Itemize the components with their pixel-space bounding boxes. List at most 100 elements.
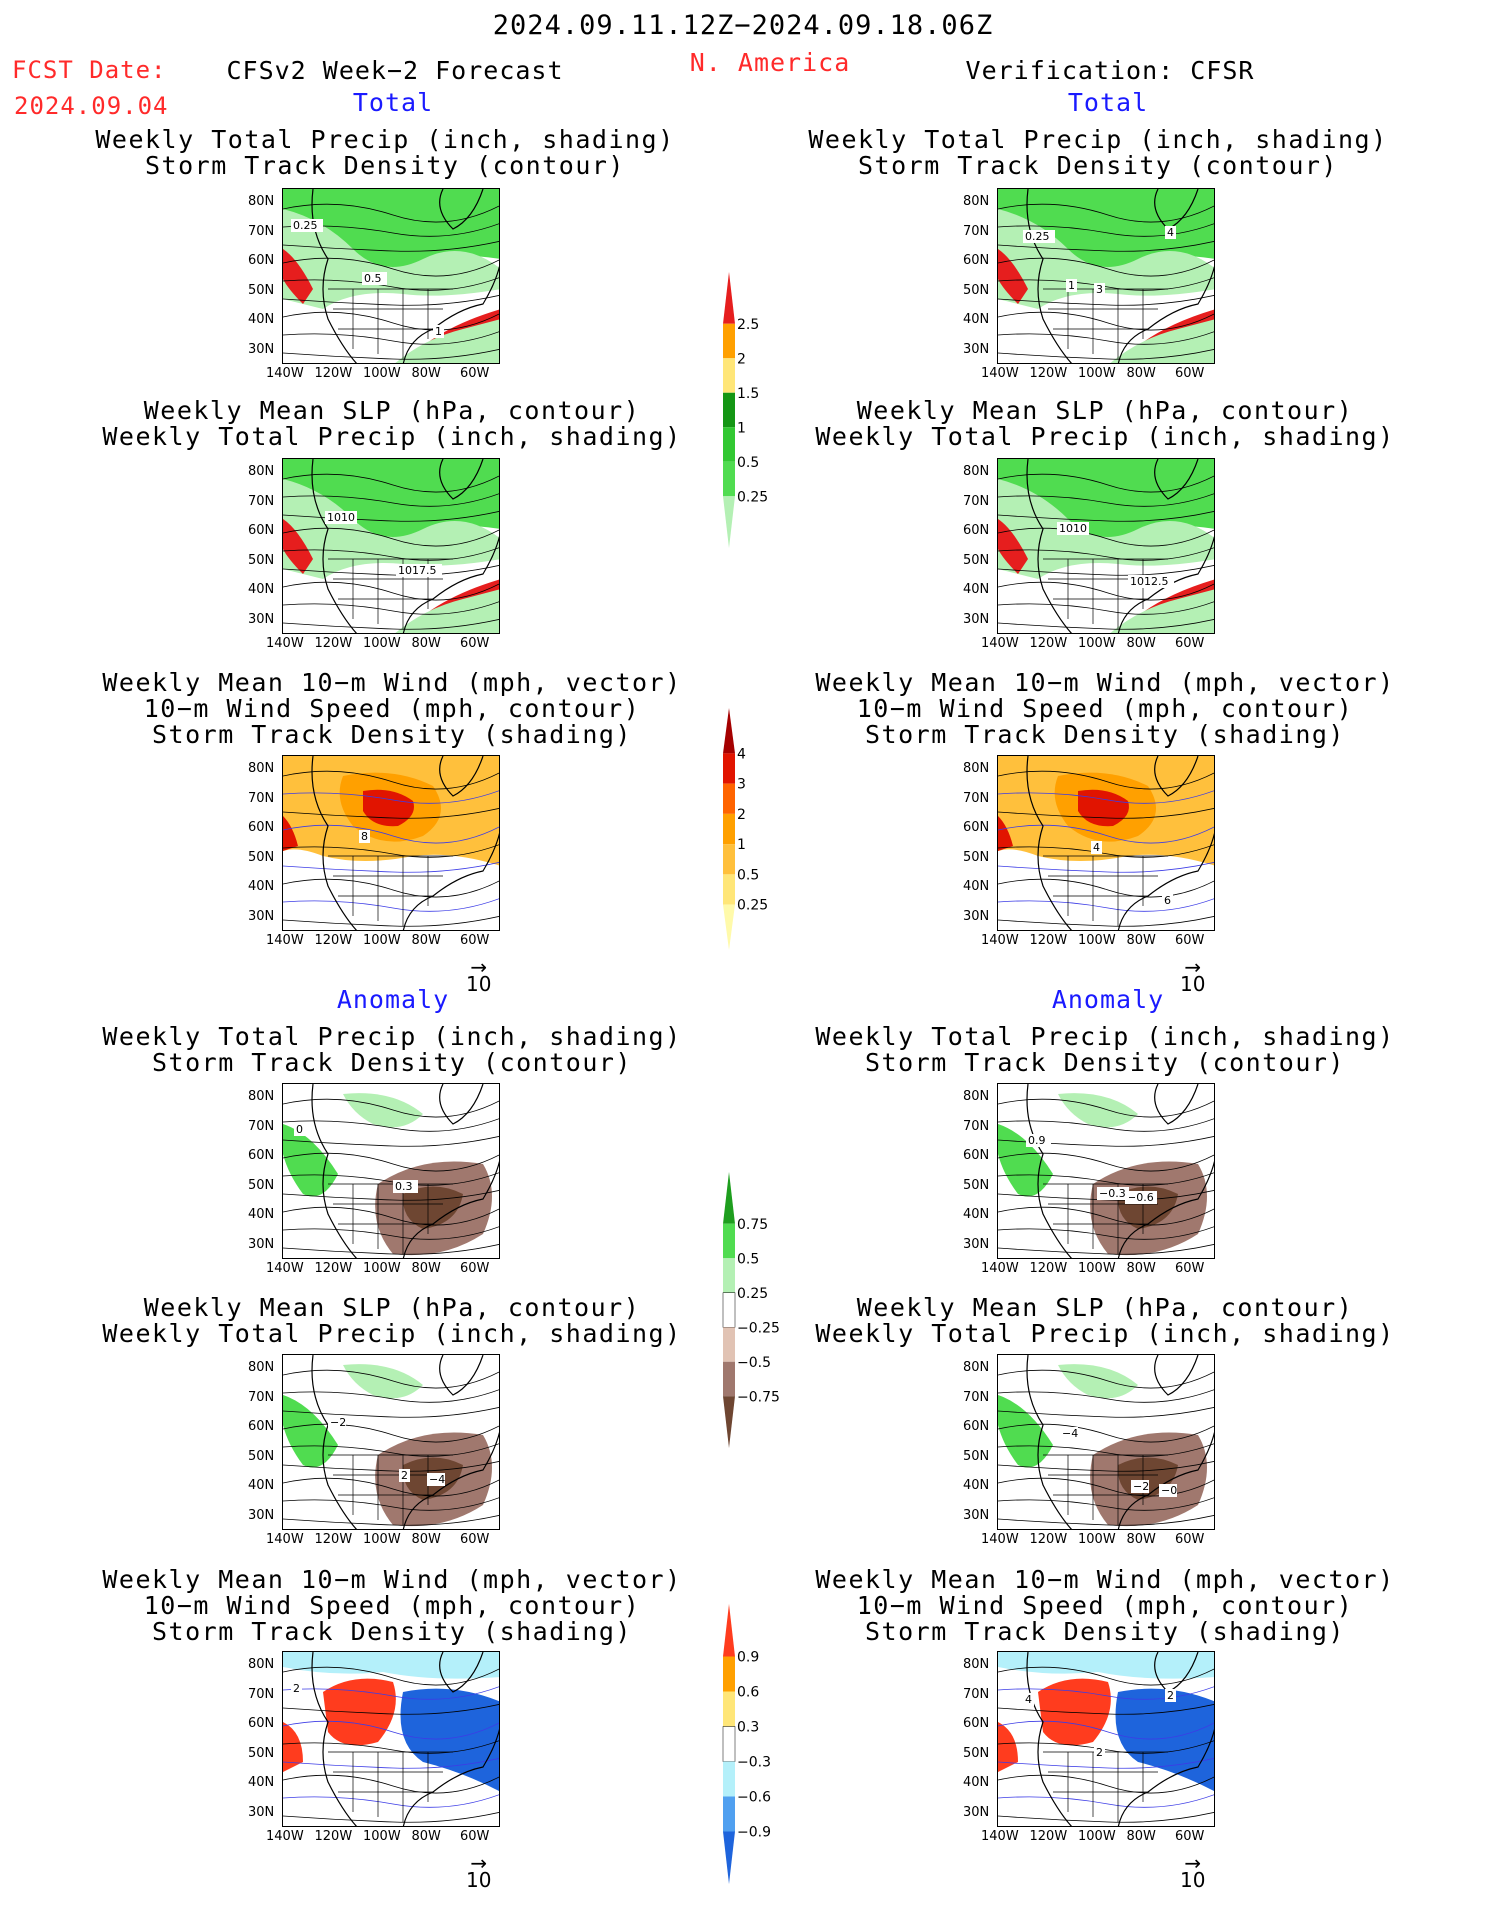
shaded-region [998,249,1028,304]
lat-tick-label: 60N [248,253,275,268]
shaded-region [1110,319,1214,363]
contour-line [283,844,499,858]
lat-tick-label: 40N [248,1207,275,1222]
lon-tick-label: 140W [981,366,1019,381]
panel-title: Weekly Mean SLP (hPa, contour) Weekly To… [102,1295,681,1347]
svg-text:2: 2 [1167,1689,1174,1702]
map-graphic: 8 [283,756,499,930]
colorbar-label: 0.5 [737,455,759,471]
coastline [311,1355,499,1529]
lat-tick-label: 80N [248,1089,275,1104]
svg-text:2: 2 [401,1469,408,1482]
colorbar: 0.75 0.5 0.25 −0.25 −0.5 −0.75 [722,1172,780,1448]
contour-line [283,790,499,804]
contour-line [998,824,1214,844]
lon-tick-label: 140W [266,1261,304,1276]
shaded-region [998,1395,1053,1468]
shaded-region [402,1186,463,1229]
title-line: Weekly Mean 10−m Wind (mph, vector) [815,668,1395,697]
coastline [311,1652,499,1826]
colorbar-label: 0.6 [737,1685,759,1701]
state-borders [1043,855,1168,926]
contour-label: 6 [1162,894,1173,907]
lat-tick-label: 80N [248,1360,275,1375]
lat-tick-label: 60N [963,1419,990,1434]
contour-line [998,601,1214,615]
lat-tick-label: 60N [248,820,275,835]
shaded-region [1058,1093,1138,1128]
lon-tick-label: 120W [1029,933,1068,948]
title-line: Storm Track Density (shading) [864,720,1345,749]
colorbar-bin [723,358,735,393]
lon-tick-label: 120W [1029,366,1068,381]
lat-tick-label: 40N [963,1775,990,1790]
contour-line [998,257,1214,277]
title-line: Weekly Total Precip (inch, shading) [815,1319,1395,1348]
contour-label: 1 [1066,279,1077,292]
title-line: Weekly Mean 10−m Wind (mph, vector) [102,668,682,697]
map-graphic: 1010 1017.5 [283,459,499,633]
shaded-region [283,249,313,304]
colorbar-label: −0.5 [737,1355,771,1371]
lat-tick-label: 70N [963,223,990,239]
title-line: 10−m Wind Speed (mph, contour) [856,1591,1354,1620]
colorbar-bin [723,708,735,754]
svg-text:0.5: 0.5 [364,272,382,285]
panel-title: Weekly Total Precip (inch, shading) Stor… [815,1024,1394,1076]
shaded-region [395,319,499,363]
colorbar-bin [723,874,735,905]
lon-tick-label: 140W [266,366,304,381]
title-line: Storm Track Density (contour) [144,151,625,180]
lat-tick-label: 40N [248,582,275,597]
lat-tick-label: 60N [963,820,990,835]
lat-tick-label: 50N [963,282,990,298]
lon-tick-label: 60W [1175,1532,1205,1547]
contour-line [283,1758,499,1769]
lat-tick-label: 40N [248,1478,275,1493]
map-panel: −4 −2 2 [282,1354,500,1530]
title-line: Weekly Total Precip (inch, shading) [808,125,1388,154]
coastline [311,1084,499,1258]
lon-tick-label: 120W [314,1532,353,1547]
contour-line [998,1812,1214,1823]
contour-line [283,770,499,790]
contour-line [998,1704,1214,1715]
colorbar-bin [723,392,735,428]
lon-tick-label: 100W [363,366,401,381]
coastline [1026,756,1214,930]
contour-label: −0.3 [1097,1187,1129,1200]
contour-line [998,203,1214,223]
contour-line [998,1686,1214,1700]
contour-label: −4 [427,1473,445,1486]
colorbar-bin [723,1258,735,1293]
lat-tick-label: 50N [248,1745,275,1761]
panel-title: Weekly Mean SLP (hPa, contour) Weekly To… [815,1295,1394,1347]
lat-tick-label: 60N [248,1148,275,1163]
title-line: Weekly Total Precip (inch, shading) [102,1022,682,1051]
colorbar-label: 0.5 [737,867,759,883]
shaded-region [1038,1678,1111,1746]
contour-label: 4 [1165,226,1176,239]
title-line: Weekly Mean SLP (hPa, contour) [856,1293,1354,1322]
map-panel: 8 [282,755,500,931]
contour-line [998,223,1214,237]
contour-line [283,619,499,630]
contour-line [283,473,499,493]
colorbar: 4 3 2 1 0.5 0.25 [723,708,768,950]
lon-tick-label: 80W [411,366,441,381]
fcst-date-label: FCST Date: [12,56,167,84]
contour-line [998,1477,1214,1497]
date-range: 2024.09.11.12Z−2024.09.18.06Z [492,10,994,41]
contour-label: −0 [1159,1484,1177,1497]
coastline [1026,1084,1214,1258]
map-panel: 1010 1017.5 [282,458,500,634]
lon-tick-label: 120W [314,1829,353,1844]
svg-text:8: 8 [361,830,368,843]
contour-line [283,808,499,819]
verification-title: Verification: CFSR [965,56,1255,85]
lon-tick-label: 60W [1175,933,1205,948]
shaded-region [998,209,1214,309]
shaded-region [283,1722,303,1772]
lat-tick-label: 80N [963,761,990,776]
